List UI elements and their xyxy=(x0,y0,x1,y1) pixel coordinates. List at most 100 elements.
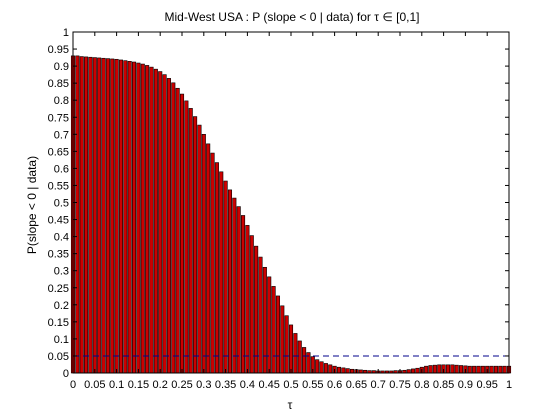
bar xyxy=(489,365,494,374)
bar xyxy=(219,171,224,374)
x-tick-label: 0.35 xyxy=(215,379,236,391)
bar xyxy=(424,365,429,374)
y-tick-label: 0.2 xyxy=(54,300,69,312)
bar xyxy=(123,60,128,374)
y-tick-label: 0.7 xyxy=(54,129,69,141)
bar xyxy=(498,365,503,374)
x-tick-label: 0.55 xyxy=(302,379,323,391)
x-tick-label: 0.75 xyxy=(389,379,410,391)
y-tick-label: 0.9 xyxy=(54,61,69,73)
x-tick-label: 0.9 xyxy=(458,379,473,391)
x-tick-label: 0.85 xyxy=(433,379,454,391)
bar xyxy=(88,56,93,374)
bar xyxy=(458,365,464,374)
bar xyxy=(166,78,171,374)
bar xyxy=(214,162,219,374)
y-tick-label: 0.15 xyxy=(48,317,69,329)
bar xyxy=(415,367,420,374)
bar xyxy=(293,333,298,374)
y-tick-label: 0.6 xyxy=(54,163,69,175)
bar xyxy=(210,152,215,374)
bar xyxy=(227,189,233,374)
bar xyxy=(297,340,302,374)
y-tick-label: 0.8 xyxy=(54,95,69,107)
bar xyxy=(275,295,280,374)
bar xyxy=(406,369,411,374)
bar xyxy=(101,57,106,374)
x-tick-label: 0.25 xyxy=(171,379,192,391)
y-tick-label: 0.65 xyxy=(48,146,69,158)
x-tick-label: 0.95 xyxy=(476,379,497,391)
x-tick-label: 0.6 xyxy=(327,379,342,391)
x-tick-label: 0.8 xyxy=(414,379,429,391)
x-tick-label: 0.3 xyxy=(196,379,211,391)
y-tick-label: 0.3 xyxy=(54,266,69,278)
x-tick-label: 0 xyxy=(70,379,76,391)
x-tick-label: 0.05 xyxy=(84,379,105,391)
bar xyxy=(284,315,289,374)
y-tick-label: 0.25 xyxy=(48,283,69,295)
y-axis-label: P(slope < 0 | data) xyxy=(25,156,39,254)
y-tick-label: 0.1 xyxy=(54,334,69,346)
bar xyxy=(241,215,246,374)
bar xyxy=(445,364,451,374)
bar xyxy=(450,364,455,374)
y-tick-label: 0.45 xyxy=(48,215,69,227)
bar xyxy=(97,57,102,374)
y-tick-label: 0.4 xyxy=(54,232,69,244)
bar xyxy=(92,57,97,374)
bar xyxy=(132,61,137,374)
x-tick-label: 0.2 xyxy=(153,379,168,391)
bar xyxy=(262,266,267,374)
y-tick-label: 0.35 xyxy=(48,249,69,261)
bar xyxy=(153,68,158,374)
bar xyxy=(171,82,176,374)
x-axis-label: τ xyxy=(288,398,293,412)
bar xyxy=(75,55,80,374)
bar xyxy=(162,74,167,374)
bar xyxy=(110,58,115,374)
bar xyxy=(437,364,442,374)
bar xyxy=(315,359,320,374)
bar xyxy=(249,235,254,374)
bar xyxy=(341,367,346,374)
bar xyxy=(428,365,433,374)
bar xyxy=(480,365,485,374)
bar xyxy=(179,93,185,374)
bar xyxy=(476,365,481,374)
x-tick-label: 1 xyxy=(506,379,512,391)
bar xyxy=(232,197,237,374)
bar xyxy=(79,56,84,374)
y-tick-label: 0.05 xyxy=(48,351,69,363)
bar xyxy=(349,368,355,374)
bar xyxy=(127,61,132,374)
bar xyxy=(175,87,180,374)
bar xyxy=(319,361,324,374)
bar xyxy=(472,365,477,374)
x-tick-label: 0.15 xyxy=(128,379,149,391)
bar xyxy=(323,363,328,374)
bar xyxy=(140,63,145,374)
bar xyxy=(258,256,263,374)
bar xyxy=(336,366,342,374)
x-tick-label: 0.45 xyxy=(258,379,279,391)
bar xyxy=(206,143,211,374)
bar xyxy=(245,225,250,374)
y-tick-label: 0.75 xyxy=(48,112,69,124)
bar xyxy=(493,365,498,374)
bar xyxy=(145,65,150,374)
x-tick-label: 0.5 xyxy=(283,379,298,391)
y-tick-label: 0.55 xyxy=(48,180,69,192)
bar xyxy=(345,368,350,374)
x-tick-label: 0.1 xyxy=(109,379,124,391)
bar xyxy=(193,116,198,374)
bar xyxy=(84,56,89,374)
bar xyxy=(280,305,285,374)
y-tick-label: 1 xyxy=(63,27,69,39)
bar xyxy=(267,276,272,374)
x-tick-label: 0.65 xyxy=(346,379,367,391)
bar xyxy=(158,71,163,374)
plot-area: 00.050.10.150.20.250.30.350.40.450.50.55… xyxy=(48,27,512,391)
